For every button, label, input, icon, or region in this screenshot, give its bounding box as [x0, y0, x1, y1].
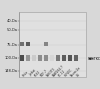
- Bar: [38, 55, 42, 61]
- Bar: [18, 12, 86, 77]
- Text: RAW264.7: RAW264.7: [52, 64, 65, 77]
- Text: 75-Da: 75-Da: [7, 43, 18, 46]
- Bar: [62, 55, 66, 61]
- Text: HeLa: HeLa: [22, 70, 30, 77]
- Text: C6: C6: [76, 72, 82, 77]
- Text: PC-12: PC-12: [58, 69, 67, 77]
- Text: FASTKD1: FASTKD1: [88, 57, 100, 61]
- Text: 40-Da: 40-Da: [7, 19, 18, 23]
- Text: Neuro-2a: Neuro-2a: [70, 65, 82, 77]
- Bar: [44, 42, 48, 46]
- Bar: [56, 55, 60, 61]
- Bar: [20, 42, 24, 46]
- Text: MCF-7: MCF-7: [40, 68, 49, 77]
- Bar: [26, 55, 30, 61]
- Bar: [50, 55, 54, 61]
- Text: 100-Da: 100-Da: [4, 56, 17, 60]
- Bar: [20, 55, 24, 61]
- Text: NIH/3T3: NIH/3T3: [46, 66, 57, 77]
- Bar: [26, 42, 30, 46]
- Text: 50-Da: 50-Da: [6, 28, 18, 32]
- Text: Jurkat: Jurkat: [28, 69, 37, 77]
- Bar: [74, 55, 78, 61]
- Bar: [32, 55, 36, 61]
- Bar: [44, 55, 48, 61]
- Bar: [68, 55, 72, 61]
- Text: HUVEC: HUVEC: [64, 67, 74, 77]
- Text: K562: K562: [34, 69, 42, 77]
- Text: 148-Da: 148-Da: [4, 69, 18, 73]
